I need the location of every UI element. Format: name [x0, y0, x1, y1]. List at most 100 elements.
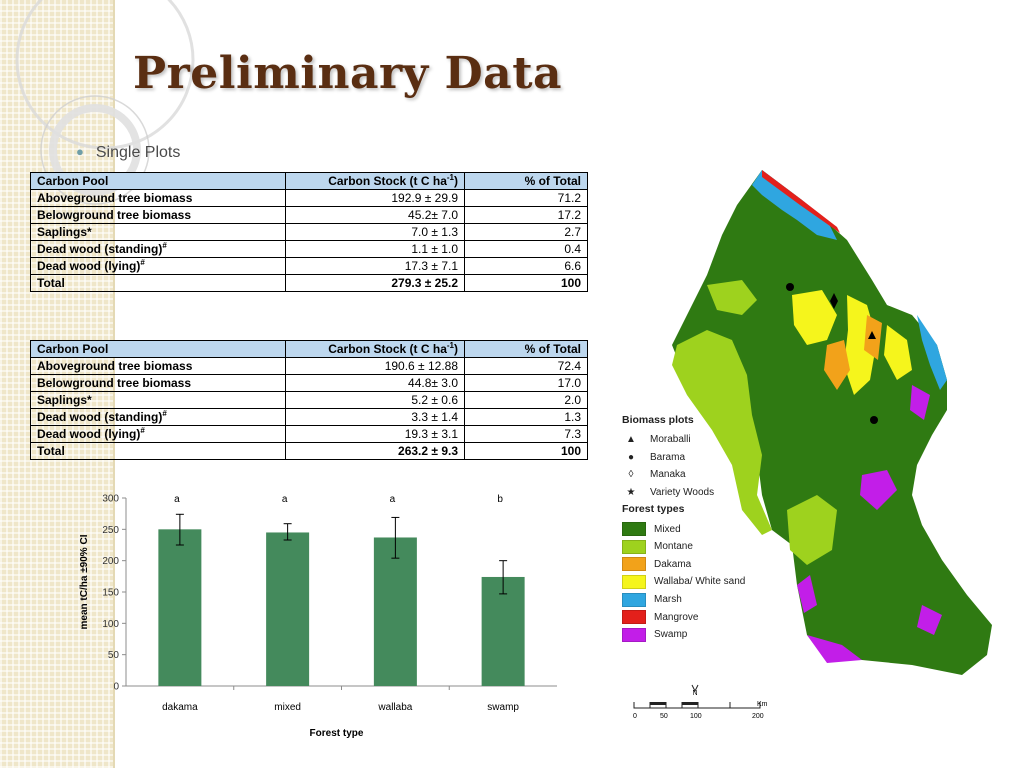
- legend-label: Dakama: [654, 558, 692, 570]
- table-row: Dead wood (lying)# 17.3 ± 7.1 6.6: [30, 257, 588, 275]
- map-legend: Biomass plots ▲ Moraballi ● Barama ◊ Manaka…: [622, 414, 782, 644]
- table-row: Belowground tree biomass 45.2± 7.0 17.2: [30, 206, 588, 224]
- header-pct-total: % of Total: [464, 172, 588, 190]
- x-tick-label: dakama: [162, 702, 198, 713]
- table-row: Dead wood (lying)# 19.3 ± 3.1 7.3: [30, 425, 588, 443]
- swatch-mangrove: [622, 610, 646, 625]
- legend-label: Variety Woods: [650, 487, 715, 499]
- bar: [158, 529, 202, 686]
- bullet-icon: ●: [76, 144, 84, 159]
- significance-label: a: [282, 494, 288, 505]
- row-stock: 19.3 ± 3.1: [285, 425, 465, 443]
- row-stock: 192.9 ± 29.9: [285, 189, 465, 207]
- header-carbon-pool: Carbon Pool: [30, 340, 286, 358]
- header-carbon-pool: Carbon Pool: [30, 172, 286, 190]
- row-pool: Saplings*: [30, 223, 286, 241]
- legend-item: ● Barama: [622, 449, 782, 467]
- row-pool: Total: [30, 274, 286, 292]
- row-stock: 1.1 ± 1.0: [285, 240, 465, 258]
- legend-label: Moraballi: [650, 434, 691, 446]
- legend-item: Swamp: [622, 626, 782, 644]
- row-pool: Dead wood (lying)#: [30, 257, 286, 275]
- forest-type-bar-chart: 0 50 100 150 200 250 300 a dakama a mixed a wallaba b…: [79, 494, 557, 739]
- north-label: N: [692, 690, 697, 697]
- row-pool: Dead wood (lying)#: [30, 425, 286, 443]
- bar: [373, 537, 417, 686]
- x-tick-label: swamp: [487, 702, 519, 713]
- diamond-icon: ◊: [628, 469, 634, 481]
- row-pct: 1.3: [464, 408, 588, 426]
- legend-title-forest: Forest types: [622, 503, 685, 516]
- y-tick-label: 200: [102, 556, 119, 567]
- scale-label: 50: [660, 713, 668, 720]
- row-stock: 5.2 ± 0.6: [285, 391, 465, 409]
- row-pct: 2.0: [464, 391, 588, 409]
- significance-label: a: [174, 494, 180, 505]
- y-axis-title: mean tC/ha ±90% CI: [79, 534, 90, 629]
- row-stock: 190.6 ± 12.88: [285, 357, 465, 375]
- triangle-icon: ▲: [626, 434, 636, 446]
- row-pool: Belowground tree biomass: [30, 374, 286, 392]
- swatch-mixed: [622, 522, 646, 537]
- page-title: Preliminary Data: [133, 48, 563, 99]
- legend-item: Mangrove: [622, 608, 782, 626]
- map-scale-bar: N 0 50 100 200 Km: [630, 682, 780, 722]
- row-stock: 17.3 ± 7.1: [285, 257, 465, 275]
- legend-item: ◊ Manaka: [622, 466, 782, 484]
- legend-item: Montane: [622, 538, 782, 556]
- legend-item: Mixed: [622, 520, 782, 538]
- row-stock: 44.8± 3.0: [285, 374, 465, 392]
- row-pct: 100: [464, 274, 588, 292]
- swatch-montane: [622, 539, 646, 554]
- row-pct: 0.4: [464, 240, 588, 258]
- x-tick-label: wallaba: [377, 702, 412, 713]
- bullet-item: ● Single Plots: [76, 144, 180, 162]
- swatch-marsh: [622, 592, 646, 607]
- bullet-text: Single Plots: [95, 144, 181, 161]
- row-stock: 3.3 ± 1.4: [285, 408, 465, 426]
- dot-icon: ●: [627, 451, 635, 463]
- x-tick-label: mixed: [274, 702, 301, 713]
- row-pool: Aboveground tree biomass: [30, 357, 286, 375]
- row-pct: 17.2: [464, 206, 588, 224]
- row-pct: 7.3: [464, 425, 588, 443]
- legend-item: Dakama: [622, 556, 782, 574]
- row-stock: 45.2± 7.0: [285, 206, 465, 224]
- row-pool: Total: [30, 442, 286, 460]
- y-tick-label: 0: [113, 682, 119, 693]
- forest-type-map: [672, 170, 992, 675]
- scale-unit: Km: [757, 701, 768, 708]
- carbon-table-2: Carbon Pool Carbon Stock (t C ha-1) % of…: [30, 340, 588, 460]
- table-row: Belowground tree biomass 44.8± 3.0 17.0: [30, 374, 588, 392]
- table-row: Aboveground tree biomass 192.9 ± 29.9 71.2: [30, 189, 588, 207]
- table-row: Dead wood (standing)# 1.1 ± 1.0 0.4: [30, 240, 588, 258]
- legend-item: Marsh: [622, 591, 782, 609]
- y-tick-label: 250: [102, 525, 119, 536]
- row-pool: Dead wood (standing)#: [30, 240, 286, 258]
- y-tick-label: 300: [102, 494, 119, 505]
- table-header-row: Carbon Pool Carbon Stock (t C ha-1) % of…: [30, 172, 588, 190]
- y-tick-label: 100: [102, 619, 119, 630]
- header-pct-total: % of Total: [464, 340, 588, 358]
- row-pool: Belowground tree biomass: [30, 206, 286, 224]
- row-pct: 17.0: [464, 374, 588, 392]
- scale-bar-graphic: N 0 50 100 200 Km: [633, 684, 768, 720]
- legend-label: Swamp: [654, 629, 688, 641]
- legend-label: Montane: [654, 541, 693, 553]
- table-row-total: Total 279.3 ± 25.2 100: [30, 274, 588, 292]
- row-pct: 6.6: [464, 257, 588, 275]
- legend-item: Wallaba/ White sand: [622, 573, 782, 591]
- legend-item: ▲ Moraballi: [622, 431, 782, 449]
- carbon-table-1: Carbon Pool Carbon Stock (t C ha-1) % of…: [30, 172, 588, 292]
- swatch-wallaba: [622, 574, 646, 589]
- header-carbon-stock: Carbon Stock (t C ha-1): [285, 340, 465, 358]
- bar: [481, 576, 525, 686]
- significance-label: b: [497, 494, 503, 505]
- legend-item: ★ Variety Woods: [622, 484, 782, 502]
- scale-label: 0: [633, 713, 637, 720]
- swatch-dakama: [622, 557, 646, 572]
- table-row-total: Total 263.2 ± 9.3 100: [30, 442, 588, 460]
- row-stock: 7.0 ± 1.3: [285, 223, 465, 241]
- row-pct: 100: [464, 442, 588, 460]
- row-pool: Aboveground tree biomass: [30, 189, 286, 207]
